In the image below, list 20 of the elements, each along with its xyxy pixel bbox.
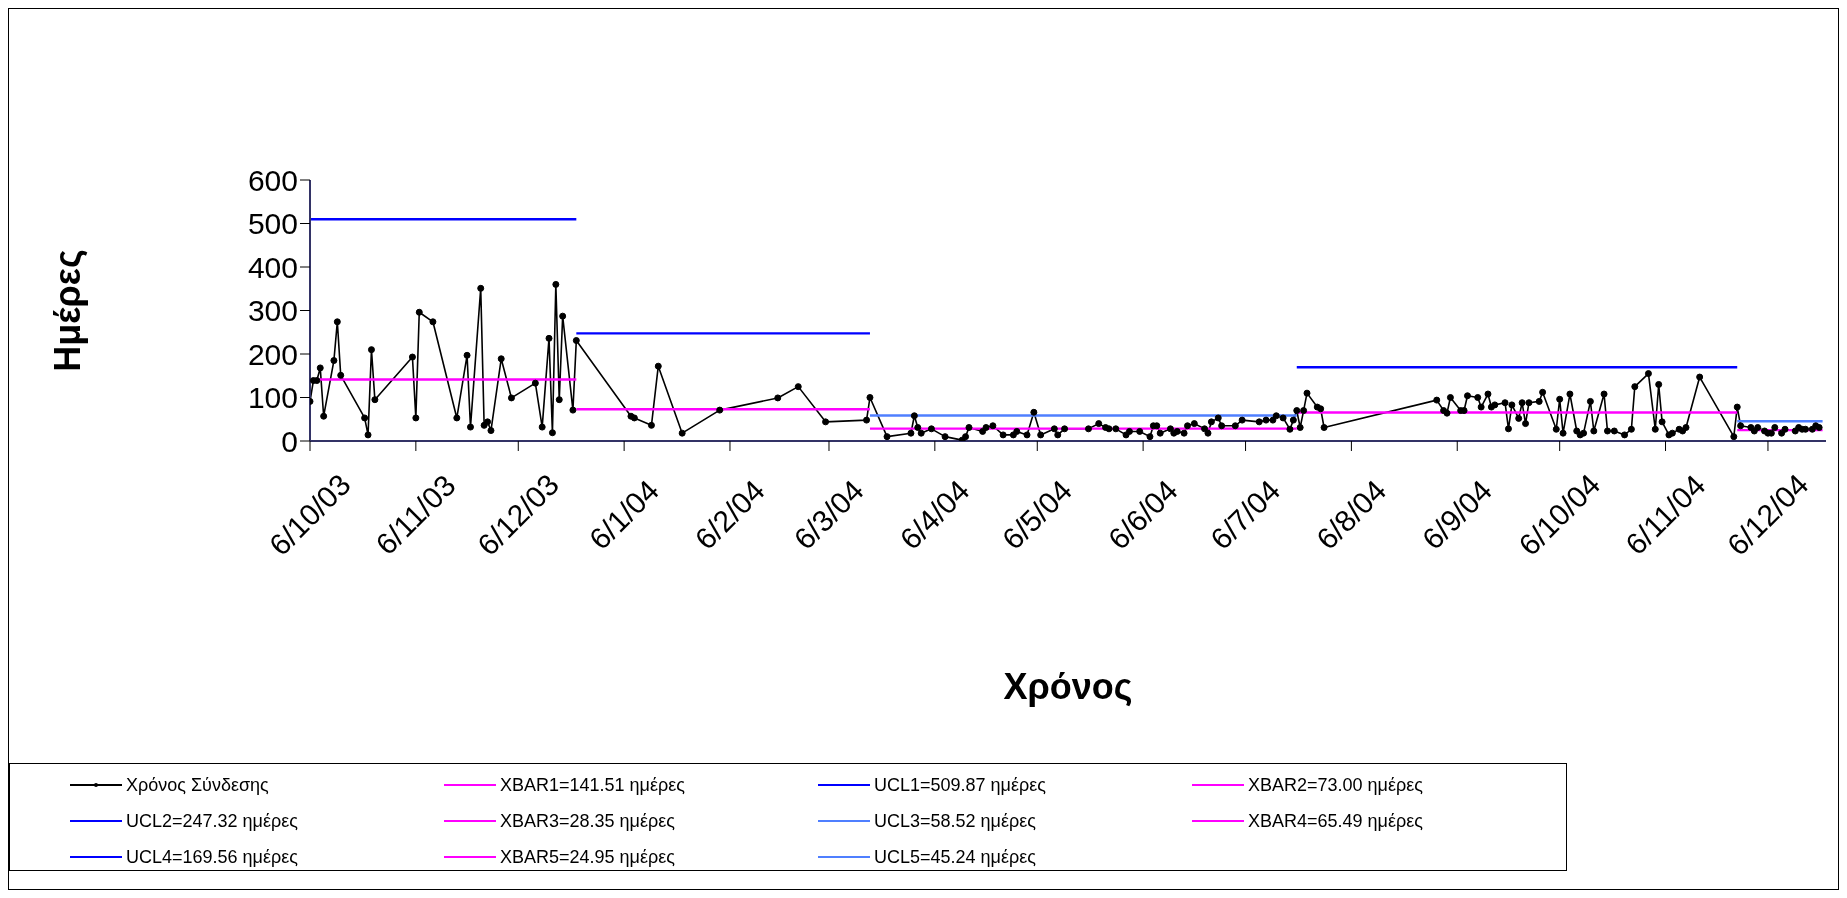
y-axis-title: Ημέρες	[46, 249, 88, 372]
legend-label: XBAR2=73.00 ημέρες	[1248, 774, 1423, 796]
y-tick-label: 500	[247, 207, 298, 241]
x-axis-title: Χρόνος	[1003, 666, 1133, 707]
y-tick-label: 300	[247, 294, 298, 328]
legend-label: UCL5=45.24 ημέρες	[874, 846, 1036, 868]
y-tick-label: 400	[247, 250, 298, 284]
legend-label: UCL3=58.52 ημέρες	[874, 810, 1036, 832]
y-tick-label: 0	[281, 424, 298, 458]
legend-label: UCL4=169.56 ημέρες	[126, 846, 298, 868]
legend-label: XBAR1=141.51 ημέρες	[500, 774, 685, 796]
legend-label: XBAR4=65.49 ημέρες	[1248, 810, 1423, 832]
legend-label: XBAR5=24.95 ημέρες	[500, 846, 675, 868]
legend-label: XBAR3=28.35 ημέρες	[500, 810, 675, 832]
y-tick-label: 600	[247, 163, 298, 197]
legend-label: Χρόνος Σύνδεσης	[126, 774, 269, 796]
legend-label: UCL2=247.32 ημέρες	[126, 810, 298, 832]
legend-label: UCL1=509.87 ημέρες	[874, 774, 1046, 796]
y-tick-label: 100	[247, 381, 298, 415]
y-tick-label: 200	[247, 337, 298, 371]
